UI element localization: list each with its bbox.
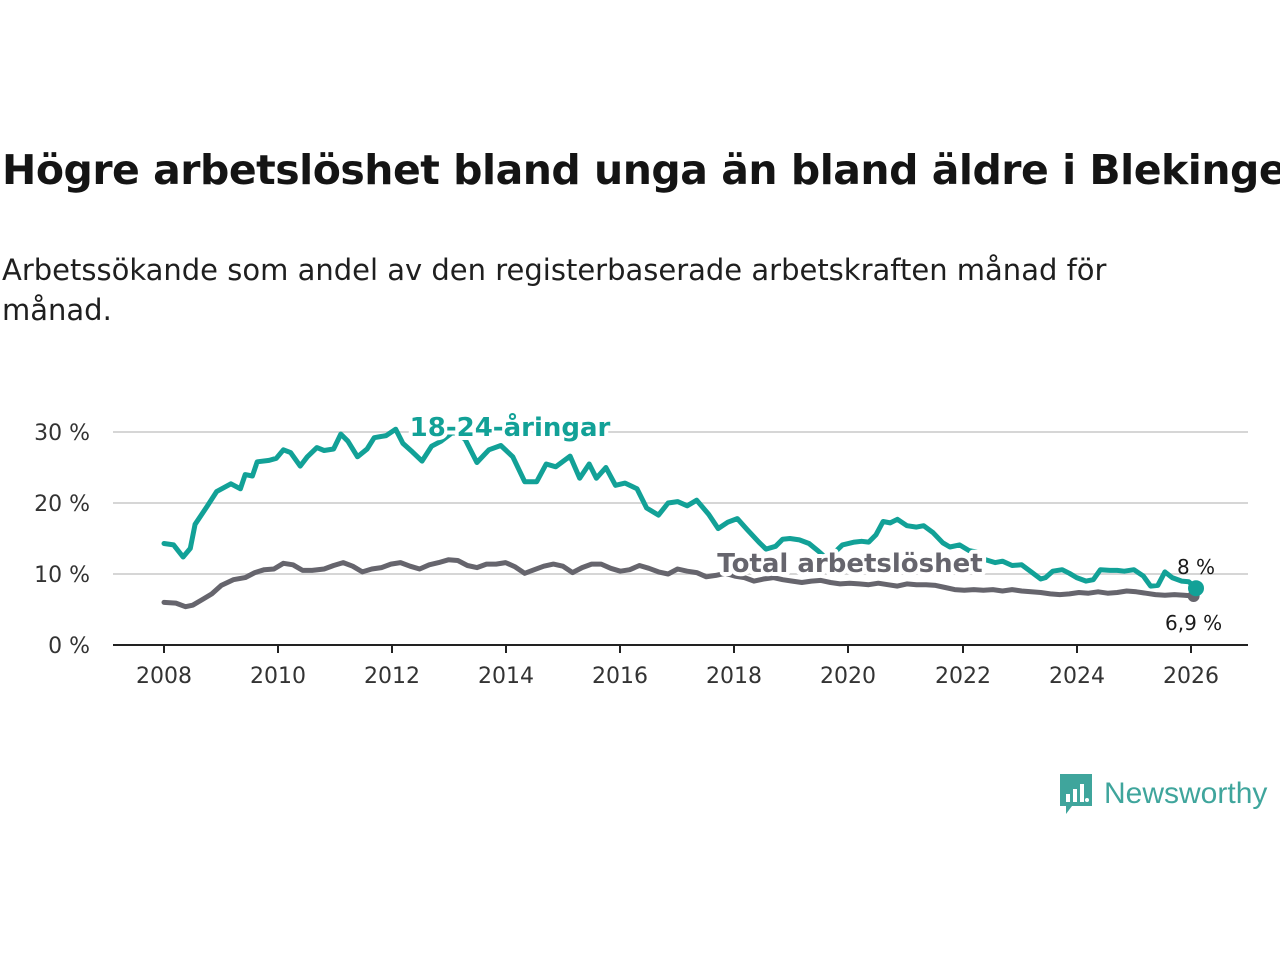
y-tick-label: 0 % — [48, 634, 90, 659]
series-line-total — [161, 557, 1197, 610]
x-tick-label: 2016 — [592, 664, 648, 689]
newsworthy-logo-icon — [1060, 774, 1092, 814]
x-tick-label: 2012 — [364, 664, 420, 689]
brand-logo: Newsworthy — [1058, 772, 1267, 816]
x-tick-label: 2018 — [706, 664, 762, 689]
x-tick-label: 2010 — [250, 664, 306, 689]
line-chart: 0 % 10 % 20 % 30 % 2008 2010 2012 2014 2016 2018… — [34, 407, 1248, 689]
y-tick-label: 20 % — [34, 492, 90, 517]
series-label-total: Total arbetslöshet — [717, 549, 982, 579]
series-lines — [161, 426, 1204, 610]
brand-name: Newsworthy — [1104, 777, 1268, 810]
y-axis: 0 % 10 % 20 % 30 % — [34, 421, 90, 659]
chart-subtitle: Arbetssökande som andel av den registerb… — [2, 253, 1107, 327]
x-axis: 2008 2010 2012 2014 2016 2018 2020 2022 2024 2026 — [113, 644, 1248, 689]
series-line-youth — [161, 426, 1199, 591]
end-label-youth: 8 % — [1177, 555, 1215, 579]
x-tick-label: 2008 — [136, 664, 192, 689]
series-label-youth: 18-24-åringar — [410, 411, 611, 443]
x-tick-label: 2026 — [1163, 664, 1219, 689]
series-end-point-youth — [1188, 580, 1204, 597]
x-tick-label: 2024 — [1049, 664, 1105, 689]
x-tick-label: 2022 — [935, 664, 991, 689]
x-tick-label: 2020 — [820, 664, 876, 689]
x-tick-label: 2014 — [478, 664, 534, 689]
series-labels: 18-24-åringar Total arbetslöshet 8 % 6,9 % — [406, 407, 1223, 635]
y-tick-label: 10 % — [34, 563, 90, 588]
end-label-total: 6,9 % — [1165, 611, 1222, 635]
chart-title: Högre arbetslöshet bland unga än bland ä… — [2, 146, 1280, 194]
y-tick-label: 30 % — [34, 421, 90, 446]
